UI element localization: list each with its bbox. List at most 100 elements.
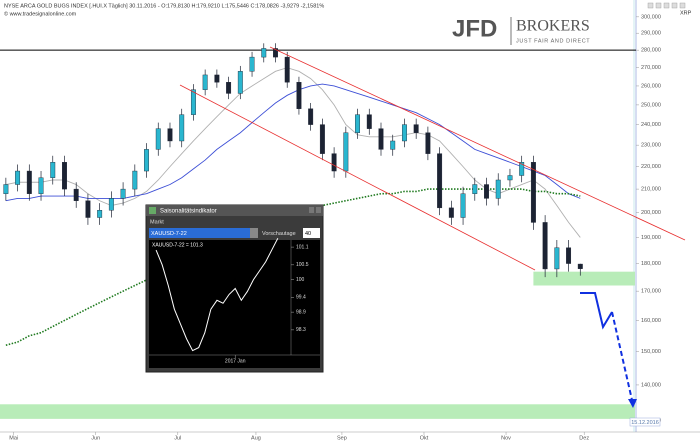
y-tick-label: 170,000 [641,289,661,295]
candle-body [132,170,138,190]
y-tick-label: 260,000 [641,83,661,89]
candle-body [97,210,103,218]
candle-body [226,82,232,94]
candle-body [530,162,536,223]
candle-body [296,82,302,109]
moving-average [5,83,581,202]
y-tick-label: 180,000 [641,261,661,267]
y-tick-label: 190,000 [641,235,661,241]
candle-body [167,128,173,142]
y-tick-label: 230,000 [641,143,661,149]
candle-body [319,124,325,154]
candle-body [308,108,314,125]
forecast-dashed [611,311,633,401]
inset-y-tick-label: 99.4 [296,295,306,301]
y-tick-label: 270,000 [641,65,661,71]
candle-body [507,175,513,181]
candle-body [577,263,583,269]
candle-body [273,48,278,58]
candle-body [542,222,548,270]
candle-body [390,140,396,150]
zone [0,404,635,419]
window-button[interactable] [316,207,321,213]
candle-body [3,184,9,194]
candle-body [190,89,196,115]
window-icon[interactable] [655,2,662,9]
zone [533,271,635,286]
candle-body [437,153,443,209]
candle-body [237,71,243,94]
corner-label: XRP [680,10,692,16]
y-tick-label: 220,000 [641,164,661,170]
window-icon [149,207,156,214]
candle-body [554,247,560,270]
copyright: © www.tradesignalonline.com [4,10,77,17]
window-button[interactable] [309,207,314,213]
forecast-solid [580,292,613,330]
candle-body [331,153,337,172]
candle-body [179,114,185,142]
cursor-date-box [629,417,661,427]
logo: JFD [452,15,497,42]
dropdown-button[interactable] [250,228,258,238]
inset-plot-area [149,240,320,368]
window-icon[interactable] [671,2,678,9]
y-tick-label: 250,000 [641,102,661,108]
x-tick-label: Dez [579,435,589,441]
candle-body [472,184,478,194]
window-title: Saisonalitätsindikator [160,209,217,215]
logo-name: BROKERS [516,18,590,35]
y-tick-label: 210,000 [641,187,661,193]
candle-body [62,162,67,190]
candle-body [366,114,372,129]
x-tick-label: Nov [501,435,511,441]
candle-body [355,114,361,133]
y-tick-label: 280,000 [641,48,661,54]
inset-y-tick-label: 98.9 [296,309,306,315]
candle-body [460,193,466,218]
candle-body [261,48,267,58]
inset-line [155,238,279,352]
candle-body [425,132,431,154]
window-icon[interactable] [679,2,686,9]
window-icon[interactable] [647,2,654,9]
y-tick-label: 150,000 [641,349,661,355]
window-icon[interactable] [663,2,670,9]
window-titlebar [146,205,323,216]
inset-legend: XAUUSD-7-22 = 101.3 [152,242,203,248]
candle-body [214,74,220,83]
inset-plot: 101.1 100.5 100 99.4 98.9 98.3 2017 Jan [155,238,309,364]
candle-body [343,132,349,172]
candle-body [202,74,208,90]
chart-title: NYSE ARCA GOLD BUGS INDEX [.HUI.X Täglic… [4,3,324,9]
candle-body [484,184,489,199]
seasonality-window: Saisonalitätsindikator Markt XAUUSD-7-22… [145,204,324,373]
y-tick-label: 160,000 [641,318,661,324]
x-tick-label: Mai [9,435,18,441]
x-tick-label: Okt [420,435,429,441]
candle-body [519,162,525,176]
candle-body [284,56,290,83]
candle-body [26,170,32,194]
y-tick-label: 290,000 [641,31,661,37]
x-tick-label: Jun [91,435,100,441]
market-dropdown[interactable] [149,228,250,238]
market-value: XAUUSD-7-22 [151,231,187,237]
market-label: Markt [150,219,164,225]
y-tick-label: 240,000 [641,122,661,128]
candle-body [495,179,501,199]
candle-body [15,170,21,185]
y-tick-label: 140,000 [641,382,661,388]
preview-label: Vorschautage [262,231,296,237]
inset-y-tick-label: 98.3 [296,327,306,333]
candle-body [155,128,161,150]
inset-y-tick-label: 100.5 [296,262,309,268]
candle-body [401,124,407,142]
preview-input[interactable] [303,228,320,238]
candle-body [120,188,126,199]
candle-body [73,188,79,201]
preview-value: 40 [305,231,311,237]
channel-upper [269,46,686,241]
